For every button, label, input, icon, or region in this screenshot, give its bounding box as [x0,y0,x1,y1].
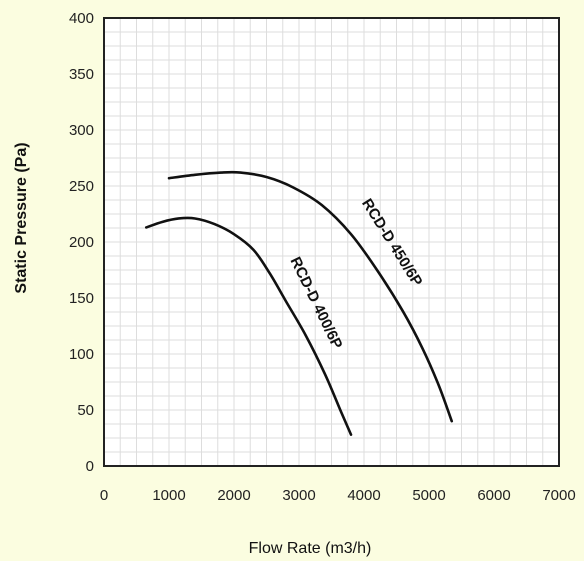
tick-labels: 0 1000 2000 3000 4000 5000 6000 7000 0 50 100 150 20… [69,10,576,504]
y-tick-label: 400 [69,10,94,27]
x-tick-label: 2000 [217,487,250,504]
plot-frame [103,17,560,467]
y-tick-label: 200 [69,234,94,251]
x-tick-label: 4000 [347,487,380,504]
x-tick-label: 1000 [152,487,185,504]
x-tick-label: 0 [100,487,108,504]
grid [103,17,560,467]
y-tick-label: 100 [69,346,94,363]
y-tick-label: 350 [69,66,94,83]
x-tick-label: 5000 [412,487,445,504]
x-tick-label: 3000 [282,487,315,504]
y-tick-label: 0 [86,458,94,475]
x-axis-title: Flow Rate (m3/h) [249,540,372,557]
y-tick-label: 300 [69,122,94,139]
x-tick-label: 7000 [542,487,575,504]
series-line-0 [144,216,353,436]
y-tick-label: 150 [69,290,94,307]
y-tick-label: 250 [69,178,94,195]
x-tick-label: 6000 [477,487,510,504]
series-line-1 [167,170,454,423]
y-tick-label: 50 [77,402,94,419]
series-group [144,170,454,436]
y-axis-title: Static Pressure (Pa) [13,142,30,293]
